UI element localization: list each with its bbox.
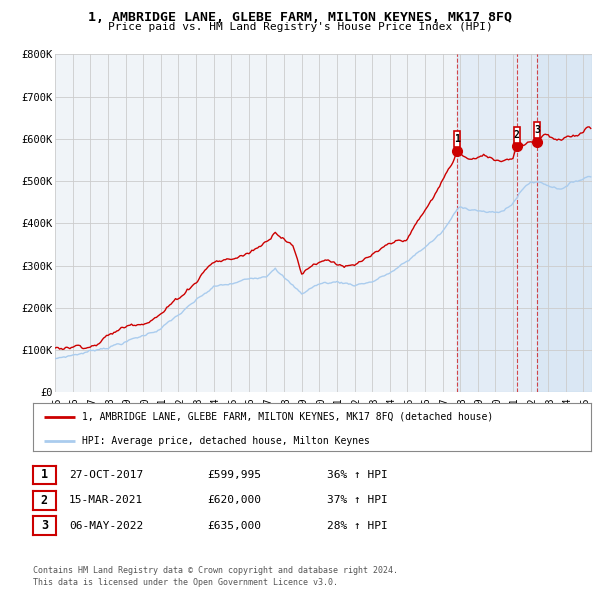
- Text: 2: 2: [41, 494, 48, 507]
- Text: 06-MAY-2022: 06-MAY-2022: [69, 521, 143, 530]
- Text: 15-MAR-2021: 15-MAR-2021: [69, 496, 143, 505]
- Text: 1: 1: [454, 135, 460, 145]
- Text: 36% ↑ HPI: 36% ↑ HPI: [327, 470, 388, 480]
- Text: 3: 3: [535, 126, 540, 136]
- Text: 1: 1: [41, 468, 48, 481]
- Text: 3: 3: [41, 519, 48, 532]
- Text: £620,000: £620,000: [207, 496, 261, 505]
- Text: 1, AMBRIDGE LANE, GLEBE FARM, MILTON KEYNES, MK17 8FQ (detached house): 1, AMBRIDGE LANE, GLEBE FARM, MILTON KEY…: [82, 411, 493, 421]
- FancyBboxPatch shape: [454, 132, 460, 148]
- Text: £599,995: £599,995: [207, 470, 261, 480]
- Bar: [457, 54, 592, 392]
- FancyBboxPatch shape: [534, 123, 541, 139]
- FancyBboxPatch shape: [514, 127, 520, 143]
- Bar: [537, 54, 592, 392]
- Text: £635,000: £635,000: [207, 521, 261, 530]
- Text: Price paid vs. HM Land Registry's House Price Index (HPI): Price paid vs. HM Land Registry's House …: [107, 22, 493, 32]
- Text: HPI: Average price, detached house, Milton Keynes: HPI: Average price, detached house, Milt…: [82, 435, 370, 445]
- Text: 27-OCT-2017: 27-OCT-2017: [69, 470, 143, 480]
- Text: 1, AMBRIDGE LANE, GLEBE FARM, MILTON KEYNES, MK17 8FQ: 1, AMBRIDGE LANE, GLEBE FARM, MILTON KEY…: [88, 11, 512, 24]
- Text: Contains HM Land Registry data © Crown copyright and database right 2024.
This d: Contains HM Land Registry data © Crown c…: [33, 566, 398, 587]
- Text: 2: 2: [514, 130, 520, 140]
- Text: 37% ↑ HPI: 37% ↑ HPI: [327, 496, 388, 505]
- Text: 28% ↑ HPI: 28% ↑ HPI: [327, 521, 388, 530]
